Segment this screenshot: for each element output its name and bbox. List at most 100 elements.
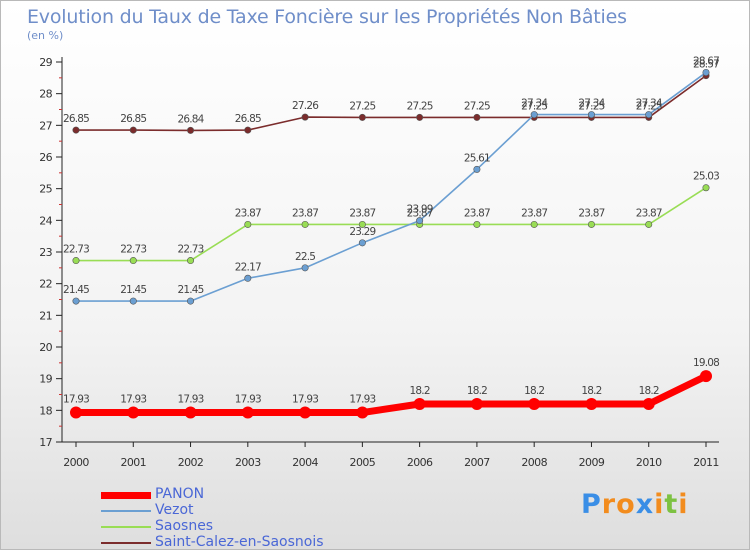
data-point (187, 126, 195, 134)
series-line-vezot (76, 71, 707, 302)
data-point (301, 113, 309, 121)
x-tick-label: 2007 (464, 456, 490, 469)
data-point (244, 220, 252, 228)
x-tick-label: 2001 (120, 456, 146, 469)
data-label: 27.25 (521, 100, 547, 112)
data-label: 22.17 (235, 261, 261, 273)
data-label: 21.45 (178, 284, 204, 296)
data-point (358, 239, 366, 247)
data-label: 19.08 (693, 357, 719, 369)
y-tick-label: 18 (39, 404, 52, 417)
data-point (642, 398, 655, 410)
data-label: 23.87 (464, 207, 490, 219)
data-label: 17.93 (120, 394, 146, 406)
data-label: 18.2 (467, 385, 487, 397)
x-tick-label: 2008 (521, 456, 547, 469)
legend-swatch (101, 510, 151, 512)
data-label: 27.34 (578, 98, 605, 110)
data-label: 25.03 (693, 171, 719, 183)
data-point (72, 297, 80, 305)
data-point (301, 264, 309, 272)
data-label: 26.85 (120, 113, 146, 125)
data-point (358, 220, 366, 228)
data-label: 27.25 (464, 100, 490, 112)
x-tick-label: 2005 (350, 456, 376, 469)
data-label: 23.87 (521, 207, 547, 219)
y-tick-label: 26 (39, 151, 52, 164)
data-point (356, 406, 369, 419)
data-point (530, 220, 538, 228)
data-label: 17.93 (292, 394, 318, 406)
logo-letter: P (581, 489, 602, 520)
data-point (416, 217, 424, 225)
x-tick-label: 2002 (178, 456, 204, 469)
data-label: 26.84 (178, 113, 205, 125)
data-point (416, 113, 424, 121)
data-point (473, 165, 481, 173)
data-label: 27.25 (407, 100, 433, 112)
y-tick-label: 22 (39, 278, 52, 291)
data-label: 21.45 (63, 284, 89, 296)
data-label: 18.2 (581, 385, 601, 397)
y-tick-label: 24 (39, 214, 52, 227)
legend-label: Saosnes (155, 518, 214, 534)
y-tick-label: 23 (39, 246, 52, 259)
data-point (299, 406, 312, 419)
y-tick-label: 29 (39, 56, 52, 69)
data-point (702, 68, 710, 76)
data-label: 17.93 (349, 394, 375, 406)
x-tick-label: 2000 (63, 456, 89, 469)
data-label: 23.87 (349, 207, 375, 219)
legend-label: Vezot (155, 502, 194, 518)
data-label: 22.73 (178, 244, 204, 256)
data-label: 22.73 (63, 244, 89, 256)
data-label: 27.25 (636, 100, 662, 112)
data-label: 18.2 (410, 385, 430, 397)
data-point (72, 257, 80, 265)
data-label: 26.85 (63, 113, 89, 125)
data-point (473, 220, 481, 228)
data-point (358, 113, 366, 121)
series-line-saint-calez-en-saosnois (76, 74, 707, 132)
data-label: 27.25 (349, 100, 375, 112)
data-point (129, 257, 137, 265)
data-point (244, 274, 252, 282)
data-point (187, 297, 195, 305)
logo-letter: r (601, 489, 617, 520)
y-tick-label: 20 (39, 341, 52, 354)
y-tick-label: 25 (39, 183, 52, 196)
data-label: 25.61 (464, 152, 490, 164)
data-label: 17.93 (63, 394, 89, 406)
legend-swatch (101, 526, 151, 528)
data-point (702, 184, 710, 192)
y-tick-label: 17 (39, 436, 52, 449)
series-line-saosnes (76, 187, 707, 262)
data-label: 28.67 (693, 55, 719, 67)
data-label: 22.73 (120, 244, 146, 256)
data-point (413, 398, 426, 410)
data-label: 26.85 (235, 113, 261, 125)
data-label: 23.87 (636, 207, 662, 219)
data-point (70, 406, 82, 419)
data-label: 23.87 (292, 207, 318, 219)
y-tick-label: 28 (39, 88, 52, 101)
data-point (645, 111, 653, 119)
series-line-panon (76, 372, 708, 417)
data-label: 18.2 (639, 385, 659, 397)
data-label: 22.5 (295, 251, 315, 263)
data-label: 18.2 (524, 385, 544, 397)
data-label: 27.34 (636, 98, 663, 110)
legend-label: PANON (155, 486, 205, 502)
chart-subtitle: (en %) (27, 29, 64, 42)
x-tick-label: 2009 (579, 456, 605, 469)
data-label: 27.26 (292, 100, 319, 112)
x-tick-label: 2003 (235, 456, 261, 469)
data-point (241, 406, 254, 419)
data-label: 27.25 (578, 100, 604, 112)
x-tick-label: 2011 (693, 456, 719, 469)
data-point (184, 406, 197, 419)
y-tick-label: 19 (39, 373, 52, 386)
x-tick-label: 2004 (292, 456, 318, 469)
data-point (72, 126, 80, 134)
data-point (129, 126, 137, 134)
